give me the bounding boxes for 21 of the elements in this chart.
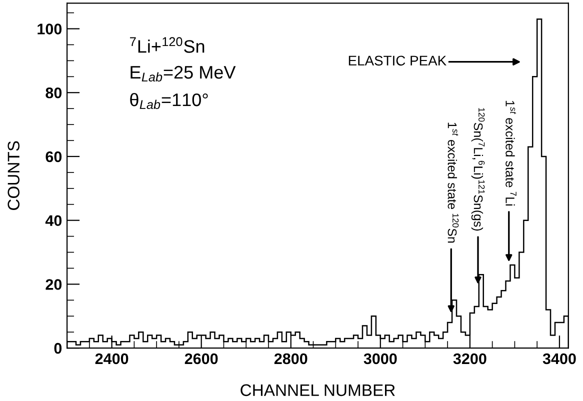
y-tick-label: 100	[38, 24, 62, 34]
y-tick-label: 20	[46, 279, 62, 290]
annotation: 1$^{st}$ excited state $^{7}$Li	[506, 100, 516, 206]
y-tick-label: 60	[46, 151, 62, 162]
x-axis-title: CHANNEL NUMBER	[240, 384, 395, 396]
annotation: 1$^{st}$ excited state $^{120}$Sn	[448, 122, 459, 243]
annotation: $^{120}$Sn($^{7}$Li,$^{6}$Li)$^{121}$Sn(gs)	[471, 108, 485, 231]
annotation: θ$_{Lab}$=110°	[130, 92, 208, 110]
y-axis-title: COUNTS	[8, 141, 20, 210]
y-tick-label: 40	[45, 215, 62, 226]
annotation: $^{7}$Li+$^{120}$Sn	[130, 37, 204, 53]
x-tick-label: 3200	[453, 353, 486, 364]
annotation: ELASTIC PEAK	[348, 56, 446, 66]
x-tick-label: 2400	[95, 353, 128, 364]
annotation: E$_{Lab}$=25 MeV	[130, 66, 236, 82]
x-tick-label: 3400	[542, 353, 576, 364]
y-tick-label: 80	[46, 87, 62, 98]
y-tick-label: 0	[54, 342, 62, 354]
x-tick-label: 3000	[364, 353, 397, 364]
x-tick-label: 2600	[184, 353, 218, 364]
x-tick-label: 2800	[274, 353, 308, 364]
